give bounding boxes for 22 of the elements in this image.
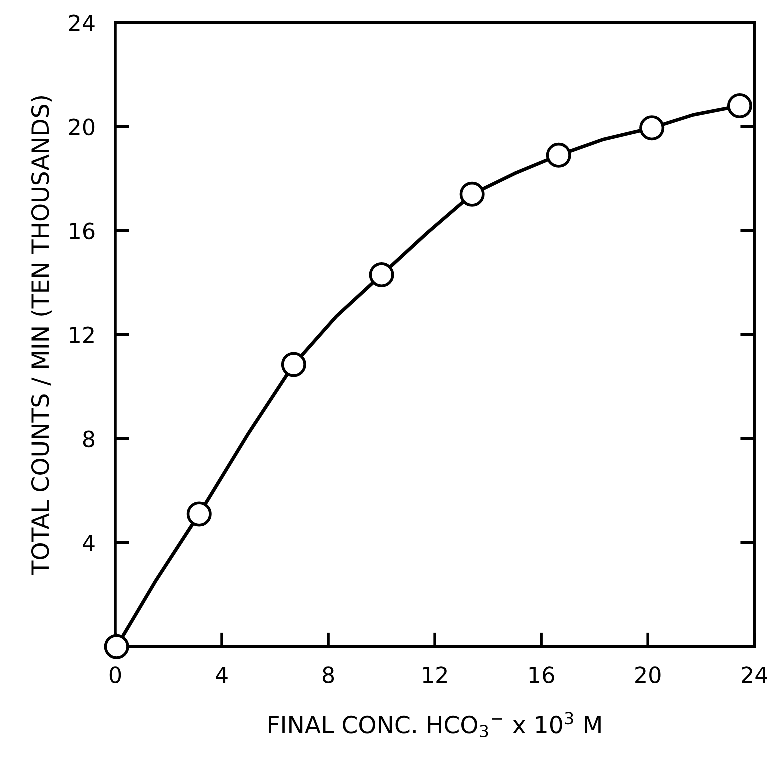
y-tick-label: 12 [70,326,94,344]
x-axis-title: FINAL CONC. HCO$_{3}$$^{−}$ x 10$^{3}$ M [269,712,601,738]
x-tick-label: 12 [423,666,447,684]
x-tick-label: 0 [110,666,122,684]
y-tick-label: 4 [83,535,95,552]
x-tick-label: 16 [530,666,554,684]
y-tick-label: 20 [69,118,95,136]
x-tick-label: 4 [216,666,228,684]
y-axis-title: TOTAL COUNTS / MIN (TEN THOUSANDS) [31,96,52,576]
point [186,502,212,527]
x-tick-label: 20 [636,666,661,684]
x-tick-label: 8 [322,666,334,684]
point [727,94,752,119]
point [546,142,572,168]
point [369,262,394,288]
y-tick-label: 8 [83,430,95,448]
y-tick-label: 24 [69,14,95,32]
point [281,352,306,378]
point [640,116,665,141]
y-tick-label: 16 [70,222,95,240]
x-tick-label: 24 [742,666,768,684]
point [460,182,485,207]
